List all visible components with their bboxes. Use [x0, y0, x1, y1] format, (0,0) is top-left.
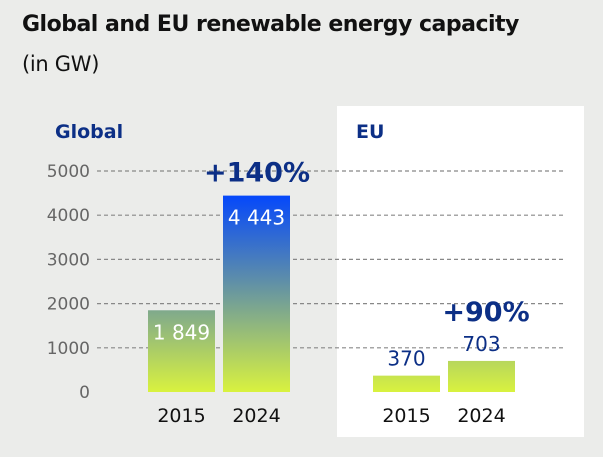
- chart-title: Global and EU renewable energy capacity: [22, 12, 519, 37]
- change-label-global: +140%: [204, 158, 310, 189]
- x-tick-label: 2024: [457, 405, 505, 427]
- y-tick-label: 1000: [47, 339, 90, 359]
- x-tick-label: 2015: [382, 405, 430, 427]
- y-tick-label: 5000: [47, 162, 90, 182]
- bar-global-2015: [148, 310, 215, 392]
- bar-global-2024: [223, 195, 290, 392]
- group-label-global: Global: [55, 121, 123, 143]
- bar-eu-2024: [448, 360, 515, 392]
- y-tick-label: 0: [79, 383, 90, 403]
- bars: [148, 195, 515, 392]
- y-tick-label: 4000: [47, 206, 90, 226]
- bar-eu-2015: [373, 375, 440, 392]
- y-tick-label: 3000: [47, 250, 90, 270]
- chart-subtitle: (in GW): [22, 52, 100, 76]
- group-label-eu: EU: [356, 121, 384, 143]
- x-tick-label: 2024: [232, 405, 280, 427]
- data-label: 703: [462, 332, 500, 356]
- y-axis-ticks: 0 1000 2000 3000 4000 5000: [47, 162, 90, 403]
- labels: Global 1 849 2015 4 443 2024 +140% EU 370 2015 70…: [55, 121, 530, 427]
- data-label: 370: [387, 347, 425, 371]
- data-label: 1 849: [153, 320, 210, 344]
- data-label: 4 443: [228, 206, 285, 230]
- change-label-eu: +90%: [442, 297, 529, 328]
- y-tick-label: 2000: [47, 295, 90, 315]
- x-tick-label: 2015: [157, 405, 205, 427]
